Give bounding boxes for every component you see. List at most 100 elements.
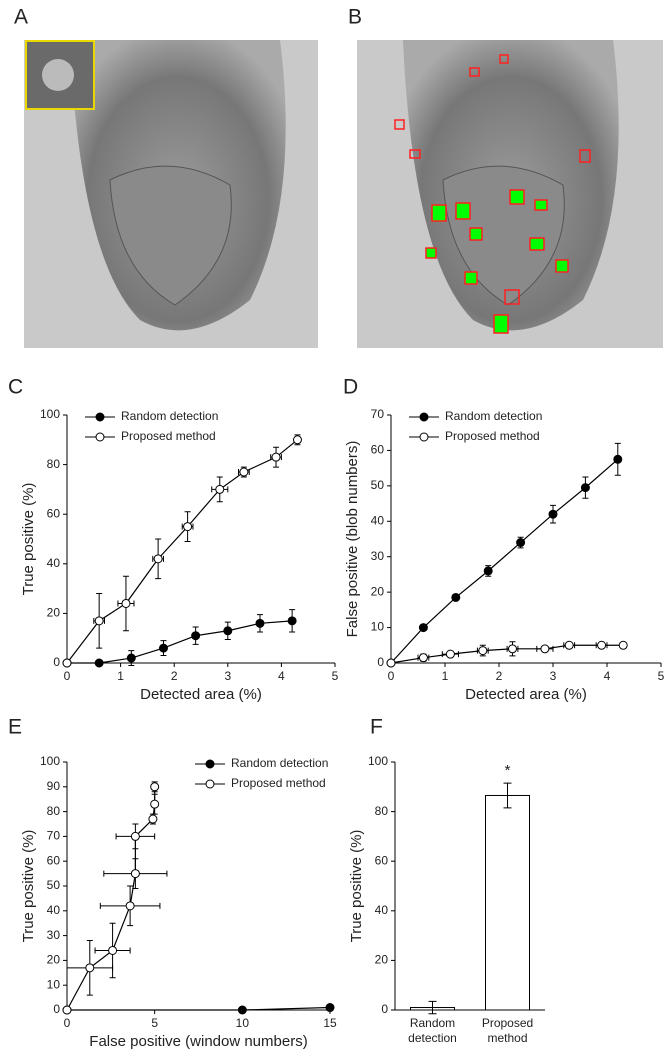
y-tick-label: 30 <box>371 549 385 563</box>
marker <box>418 653 428 663</box>
y-tick-label: 90 <box>47 779 61 793</box>
annotation: * <box>505 762 511 779</box>
x-tick-label: 10 <box>236 1016 250 1030</box>
marker <box>237 1005 247 1015</box>
x-tick-label: 3 <box>224 669 231 683</box>
y-tick-label: 40 <box>375 903 389 917</box>
marker <box>215 484 225 494</box>
y-tick-label: 100 <box>40 407 60 421</box>
panel-label: B <box>348 6 362 29</box>
x-tick-label: Random detection <box>408 1016 457 1045</box>
marker <box>386 658 396 668</box>
series <box>62 1003 335 1015</box>
legend-label: Random detection <box>121 409 218 423</box>
legend-label: Random detection <box>231 756 328 770</box>
y-tick-label: 20 <box>371 584 385 598</box>
y-axis-label: True positive (%) <box>348 830 365 943</box>
marker <box>580 483 590 493</box>
y-tick-label: 50 <box>371 478 385 492</box>
marker <box>125 901 135 911</box>
marker <box>325 1003 335 1013</box>
x-tick-label: 1 <box>117 669 124 683</box>
y-tick-label: 100 <box>40 754 60 768</box>
legend-label: Proposed method <box>231 776 326 790</box>
x-axis-label: False positive (window numbers) <box>89 1033 307 1050</box>
marker <box>239 467 249 477</box>
y-tick-label: 20 <box>47 953 61 967</box>
marker <box>564 640 574 650</box>
marker <box>451 592 461 602</box>
panel-label: C <box>8 376 23 399</box>
y-tick-label: 40 <box>371 513 385 527</box>
x-tick-label: 2 <box>171 669 178 683</box>
legend-label: Random detection <box>445 409 542 423</box>
marker <box>121 598 131 608</box>
y-tick-label: 80 <box>47 457 61 471</box>
series-line <box>66 439 298 664</box>
y-tick-label: 50 <box>47 878 61 892</box>
marker <box>445 649 455 659</box>
y-tick-label: 0 <box>53 1002 60 1016</box>
series-line <box>66 786 156 1011</box>
marker <box>516 538 526 548</box>
panel-label: D <box>343 376 358 399</box>
y-tick-label: 40 <box>47 556 61 570</box>
y-tick-label: 100 <box>368 754 388 768</box>
marker <box>191 631 201 641</box>
y-tick-label: 70 <box>47 829 61 843</box>
marker <box>478 646 488 656</box>
x-tick-label: 15 <box>323 1016 337 1030</box>
x-tick-label: 4 <box>278 669 285 683</box>
marker <box>508 644 517 654</box>
series-line <box>67 620 293 664</box>
marker <box>130 831 140 841</box>
x-tick-label: 4 <box>604 669 611 683</box>
x-tick-label: 0 <box>64 669 71 683</box>
y-tick-label: 60 <box>371 443 385 457</box>
marker <box>148 814 158 824</box>
x-tick-label: 3 <box>550 669 557 683</box>
x-tick-label: 5 <box>332 669 339 683</box>
image-a <box>24 40 318 348</box>
y-tick-label: 40 <box>47 903 61 917</box>
y-tick-label: 20 <box>47 606 61 620</box>
y-tick-label: 80 <box>47 804 61 818</box>
y-tick-label: 60 <box>47 506 61 520</box>
y-tick-label: 30 <box>47 928 61 942</box>
y-axis-label: True positive (%) <box>20 483 37 596</box>
marker <box>483 566 493 576</box>
y-tick-label: 0 <box>377 655 384 669</box>
image-b <box>357 40 663 348</box>
marker <box>150 782 160 792</box>
x-tick-label: Proposed method <box>482 1016 533 1045</box>
legend-marker <box>95 432 105 442</box>
legend-marker <box>419 412 429 422</box>
marker <box>62 658 72 668</box>
marker <box>94 616 104 626</box>
series <box>386 442 623 668</box>
y-tick-label: 60 <box>47 853 61 867</box>
error-bar <box>428 1000 437 1015</box>
x-tick-label: 1 <box>442 669 449 683</box>
marker <box>255 618 265 628</box>
x-tick-label: 5 <box>658 669 665 683</box>
y-axis-label: True positive (%) <box>20 830 37 943</box>
legend-label: Proposed method <box>445 429 540 443</box>
marker <box>548 509 558 519</box>
y-tick-label: 10 <box>371 620 385 634</box>
x-axis-label: Detected area (%) <box>140 686 262 703</box>
legend-marker <box>419 432 429 442</box>
marker <box>108 945 118 955</box>
marker <box>540 644 550 654</box>
y-tick-label: 0 <box>53 655 60 669</box>
series-line <box>390 458 619 664</box>
marker <box>292 435 302 445</box>
panel-label: F <box>370 716 383 739</box>
legend-marker <box>205 759 215 769</box>
marker <box>126 653 136 663</box>
series <box>62 434 302 668</box>
legend-marker <box>205 779 215 789</box>
marker <box>150 799 160 809</box>
marker <box>85 963 95 973</box>
